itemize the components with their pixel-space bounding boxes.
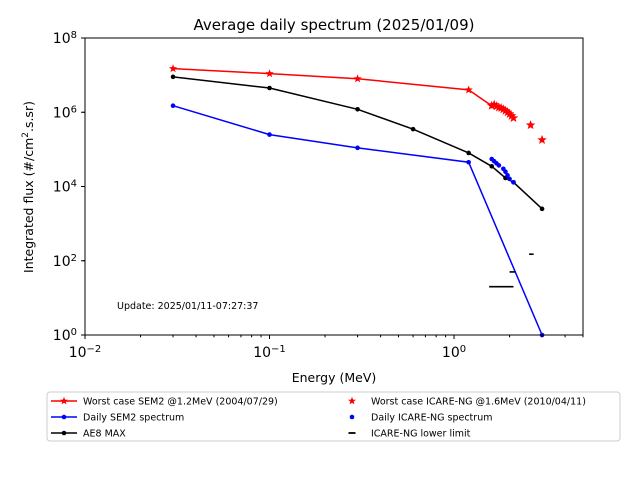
dot-marker [496,163,502,168]
legend-item: Worst case SEM2 @1.2MeV (2004/07/29) [51,397,278,408]
dot-marker [170,74,176,80]
dot-marker [355,145,360,151]
legend-item: Worst case ICARE-NG @1.6MeV (2010/04/11) [348,397,586,408]
legend-item: Daily SEM2 spectrum [51,413,184,424]
dot-marker [61,414,67,420]
dot-marker [466,159,471,165]
star-marker [498,104,509,114]
series-ae8-max [170,74,545,212]
legend-label: Daily ICARE-NG spectrum [371,413,492,424]
star-marker [502,107,513,117]
legend-label: Daily SEM2 spectrum [83,413,184,424]
legend-label: Worst case SEM2 @1.2MeV (2004/07/29) [83,397,278,408]
x-tick-label: 10−1 [253,344,286,362]
y-tick-label: 106 [53,104,77,122]
dot-marker [267,85,272,91]
star-marker [60,396,68,405]
series-daily-sem2-spectrum [170,103,545,338]
dot-marker [511,179,516,185]
dot-marker [61,430,67,436]
dot-marker [503,169,508,175]
legend-label: AE8 MAX [83,429,126,440]
dot-marker [355,107,360,112]
legend-box [46,391,621,442]
series-worst-case-icare-ng-1-6mev-2010-04-11 [486,99,547,144]
dot-marker [349,414,355,420]
star-marker [489,99,499,109]
dot-marker [505,173,510,178]
y-tick-label: 108 [53,30,77,48]
dot-marker [507,176,512,182]
plot-area [168,64,547,338]
y-tick-label: 102 [53,252,77,270]
dot-marker [170,103,176,109]
legend-item: ICARE-NG lower limit [348,429,471,440]
star-marker [496,103,506,113]
plot-frame [84,37,584,336]
legend-item: AE8 MAX [51,429,126,440]
legend-label: ICARE-NG lower limit [371,429,471,440]
chart-title: Average daily spectrum (2025/01/09) [194,16,475,34]
star-marker [168,64,178,73]
x-axis-label: Energy (MeV) [292,370,377,385]
star-marker [265,69,274,78]
y-axis-label: Integrated flux (#/cm2.s.sr) [21,101,36,273]
series-line [173,67,493,107]
star-marker [508,113,519,123]
dot-marker [267,132,272,137]
legend: Worst case SEM2 @1.2MeV (2004/07/29) Dail… [46,391,621,442]
dot-marker [489,164,494,169]
star-marker [353,74,362,83]
series-line [172,76,543,210]
y-tick-label: 100 [53,327,77,345]
legend-label: Worst case ICARE-NG @1.6MeV (2010/04/11) [371,397,586,408]
star-marker [464,85,473,94]
star-marker [525,120,536,130]
dot-marker [466,150,471,156]
x-tick-label: 10−2 [69,344,102,362]
star-marker [537,134,547,144]
star-marker [500,105,511,115]
star-marker [348,396,356,405]
y-tick-label: 104 [53,178,77,196]
series-daily-icare-ng-spectrum [489,156,516,185]
star-marker [486,100,497,110]
star-marker [504,108,515,118]
x-tick-label: 100 [442,344,466,362]
dot-marker [410,126,416,132]
series-icare-ng-lower-limit [489,253,534,288]
legend-item: Daily ICARE-NG spectrum [349,413,492,424]
update-annotation: Update: 2025/01/11-07:27:37 [117,301,258,312]
star-marker [506,110,517,120]
dot-marker [539,206,545,212]
